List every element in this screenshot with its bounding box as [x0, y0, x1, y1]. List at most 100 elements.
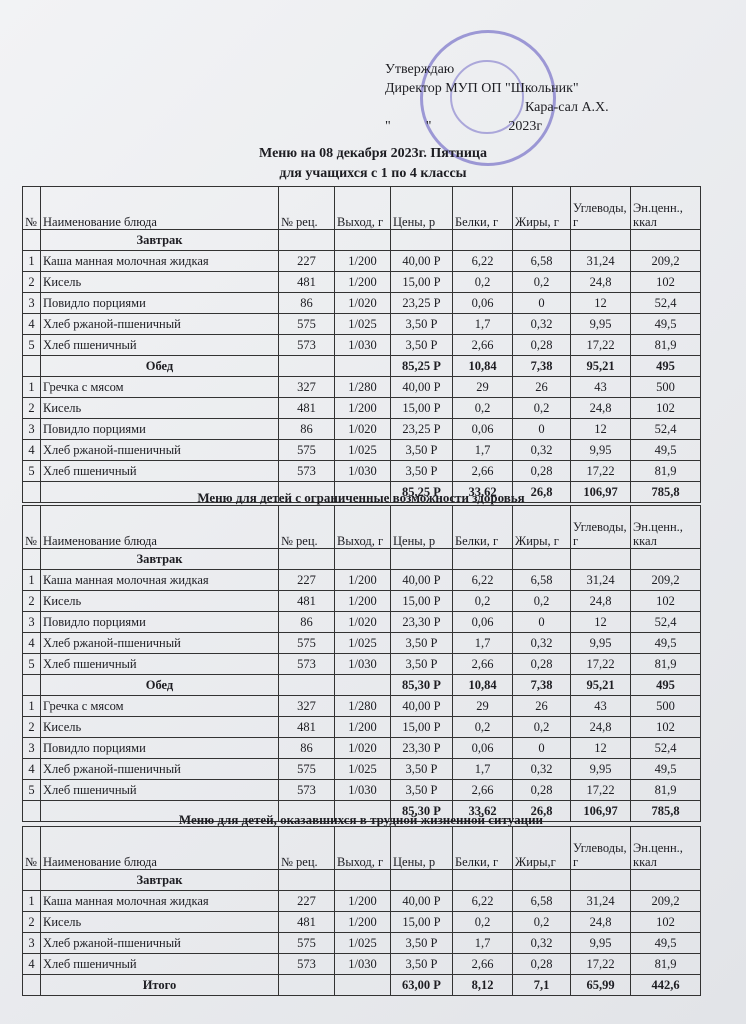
cell: 1,7	[452, 439, 513, 461]
section-title: Меню для детей с ограниченные возможност…	[197, 490, 525, 505]
cell: 9,95	[570, 932, 631, 954]
cell: 1/280	[334, 376, 391, 398]
cell: 495	[630, 674, 701, 696]
table-row: Завтрак	[22, 869, 701, 891]
cell: 1/025	[334, 632, 391, 654]
column-header: № рец.	[278, 186, 335, 230]
cell: 0,2	[512, 911, 571, 933]
column-header: Углеводы, г	[570, 505, 631, 549]
cell: 12	[570, 418, 631, 440]
table-row: Завтрак	[22, 229, 701, 251]
cell: 575	[278, 313, 335, 335]
cell: 15,00 Р	[390, 397, 453, 419]
cell: 481	[278, 397, 335, 419]
cell: 1/200	[334, 911, 391, 933]
cell: 575	[278, 439, 335, 461]
cell: 573	[278, 779, 335, 801]
approval-line: " " 2023г	[385, 119, 543, 134]
cell: 40,00 Р	[390, 376, 453, 398]
table-row: 2 Кисель 481 1/200 15,00 Р 0,2 0,2 24,8 102	[22, 397, 701, 419]
cell: 0,28	[512, 653, 571, 675]
cell: 227	[278, 890, 335, 912]
cell: 43	[570, 695, 631, 717]
column-header: Эн.ценн., ккал	[630, 505, 701, 549]
empty-cell	[452, 548, 513, 570]
column-header: Цены, р	[390, 826, 453, 870]
cell: 6,58	[512, 569, 571, 591]
cell: Кисель	[40, 271, 279, 293]
cell: 1,7	[452, 758, 513, 780]
cell: 7,38	[512, 355, 571, 377]
stamp	[420, 30, 556, 166]
cell: 0,06	[452, 737, 513, 759]
table-row: 2 Кисель 481 1/200 15,00 Р 0,2 0,2 24,8 102	[22, 590, 701, 612]
column-header: Белки, г	[452, 826, 513, 870]
cell: 3,50 Р	[390, 632, 453, 654]
cell: 102	[630, 716, 701, 738]
cell: 86	[278, 611, 335, 633]
cell: Хлеб пшеничный	[40, 334, 279, 356]
cell: 3,50 Р	[390, 653, 453, 675]
column-header: №	[22, 505, 41, 549]
cell: 3	[22, 292, 41, 314]
cell: 1/200	[334, 716, 391, 738]
table-row: 85,25 Р 33,62 26,8 106,97 785,8	[22, 481, 701, 503]
empty-cell	[22, 229, 41, 251]
cell: 102	[630, 397, 701, 419]
cell: 9,95	[570, 632, 631, 654]
empty-cell	[630, 548, 701, 570]
cell: 4	[22, 439, 41, 461]
cell: 1	[22, 376, 41, 398]
cell: 1,7	[452, 932, 513, 954]
cell: Каша манная молочная жидкая	[40, 890, 279, 912]
cell: 209,2	[630, 250, 701, 272]
table-row: 2 Кисель 481 1/200 15,00 Р 0,2 0,2 24,8 102	[22, 716, 701, 738]
cell: 5	[22, 779, 41, 801]
cell: 327	[278, 695, 335, 717]
cell: 3,50 Р	[390, 953, 453, 975]
cell: 0,2	[512, 397, 571, 419]
cell: 3,50 Р	[390, 334, 453, 356]
cell: 3,50 Р	[390, 460, 453, 482]
cell: 0,28	[512, 460, 571, 482]
cell: 0,32	[512, 932, 571, 954]
cell: 1/200	[334, 250, 391, 272]
column-header: Жиры,г	[512, 826, 571, 870]
cell: 0,32	[512, 758, 571, 780]
cell: Завтрак	[40, 229, 279, 251]
cell: 1	[22, 890, 41, 912]
cell: 227	[278, 569, 335, 591]
cell: 0,32	[512, 439, 571, 461]
cell: 1/020	[334, 418, 391, 440]
cell: 40,00 Р	[390, 695, 453, 717]
cell: 0,32	[512, 313, 571, 335]
cell: 102	[630, 271, 701, 293]
empty-cell	[278, 869, 335, 891]
cell: 1/030	[334, 460, 391, 482]
cell: 575	[278, 932, 335, 954]
cell: 573	[278, 460, 335, 482]
cell: 23,25 Р	[390, 292, 453, 314]
cell: Повидло порциями	[40, 292, 279, 314]
cell: Хлеб пшеничный	[40, 460, 279, 482]
cell: 1,7	[452, 313, 513, 335]
cell: 95,21	[570, 674, 631, 696]
cell: 0,2	[512, 590, 571, 612]
cell: 86	[278, 292, 335, 314]
cell: Обед	[40, 674, 279, 696]
cell: 8,12	[452, 974, 513, 996]
cell: 227	[278, 250, 335, 272]
cell: 1,7	[452, 632, 513, 654]
cell: 81,9	[630, 334, 701, 356]
cell: 0,2	[452, 590, 513, 612]
cell: 49,5	[630, 632, 701, 654]
cell: 85,25 Р	[390, 481, 453, 503]
cell: 6,22	[452, 250, 513, 272]
table-row: 2 Кисель 481 1/200 15,00 Р 0,2 0,2 24,8 102	[22, 911, 701, 933]
table-row: 5 Хлеб пшеничный 573 1/030 3,50 Р 2,66 0,28 17,…	[22, 334, 701, 356]
cell: 106,97	[570, 481, 631, 503]
cell: 63,00 Р	[390, 974, 453, 996]
cell: 7,1	[512, 974, 571, 996]
cell: 1/280	[334, 695, 391, 717]
cell: 3	[22, 418, 41, 440]
